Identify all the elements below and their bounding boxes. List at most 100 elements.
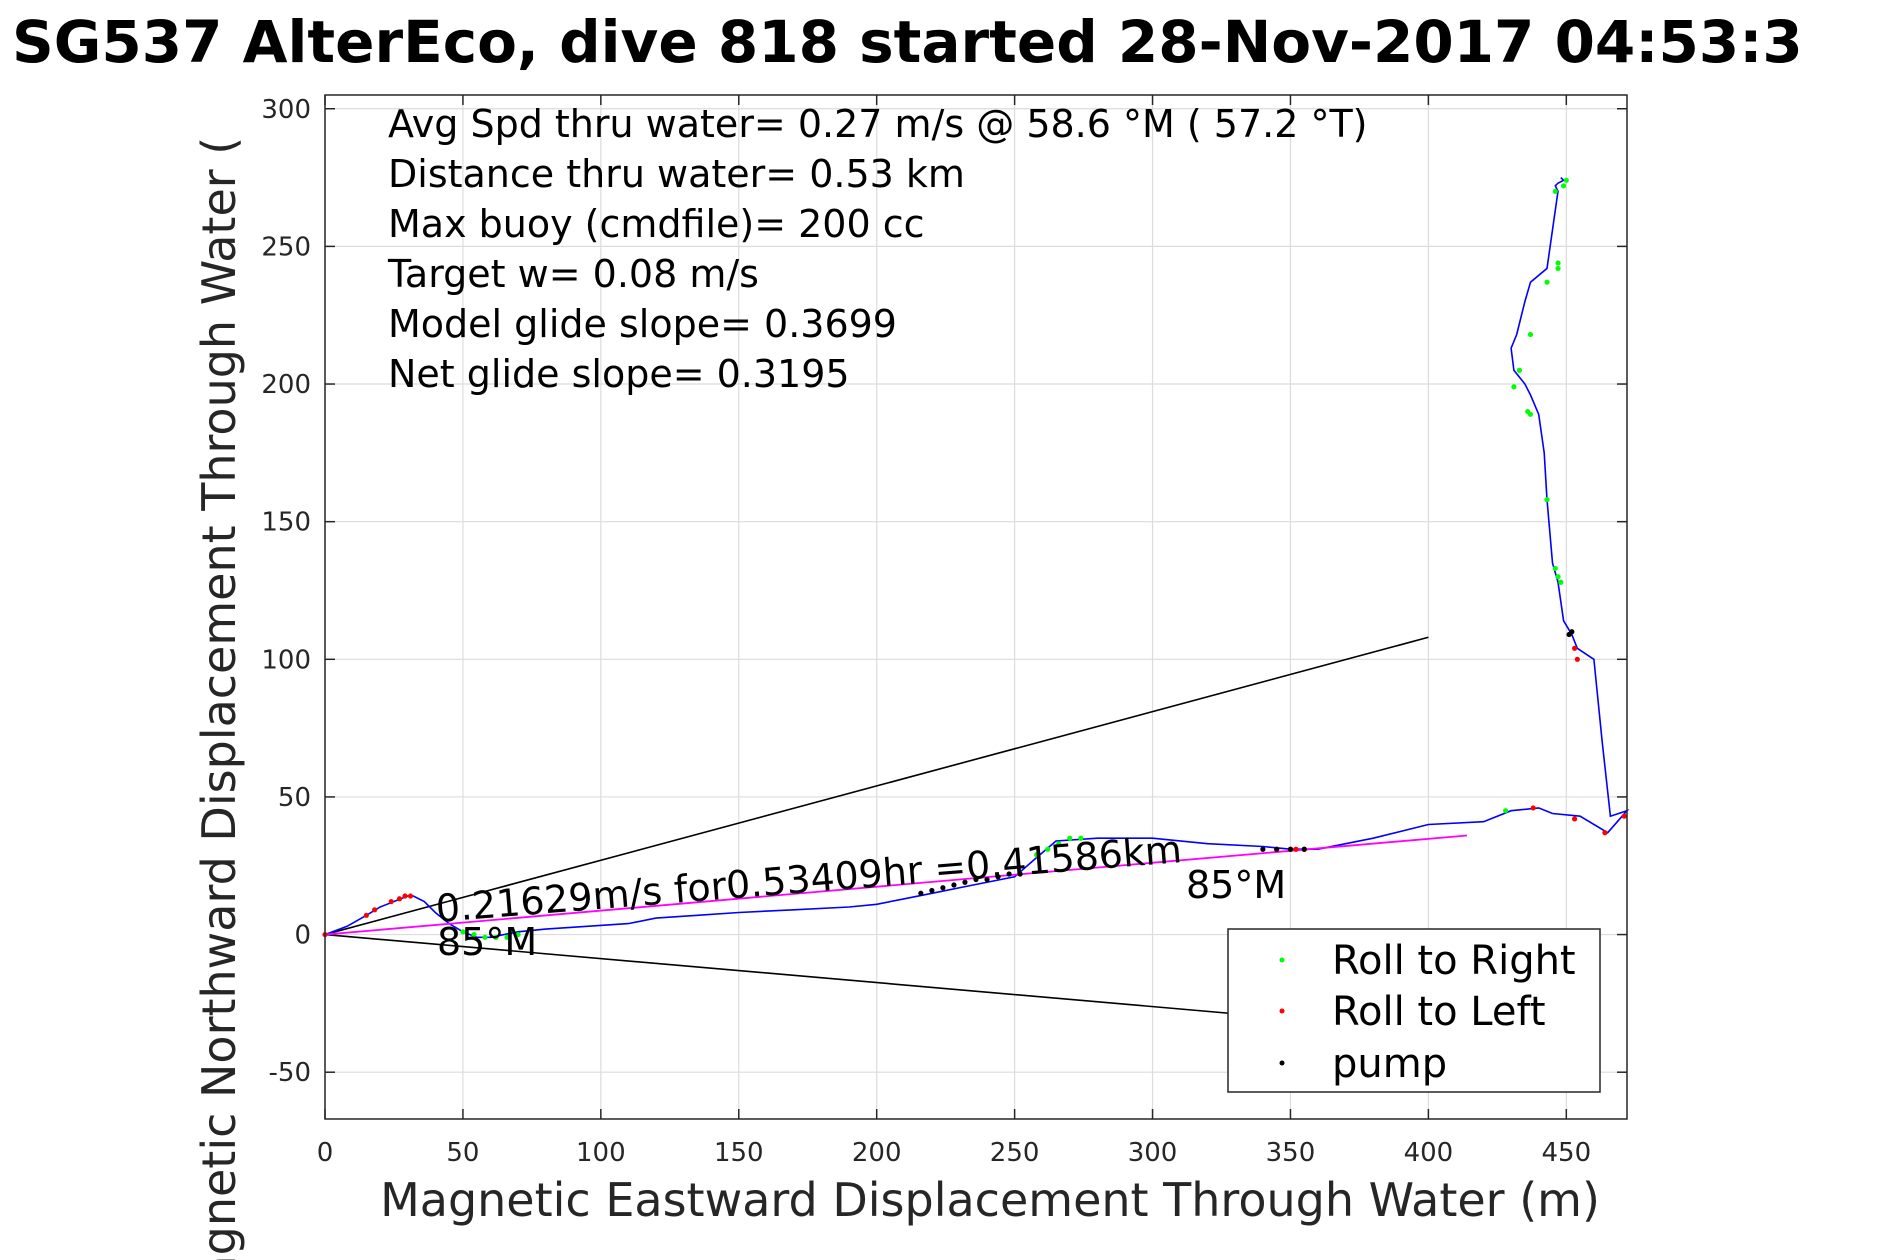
pump-point xyxy=(1287,846,1294,852)
roll-right-point xyxy=(1078,835,1084,841)
roll-right-point xyxy=(1555,260,1561,266)
roll-left-point xyxy=(372,907,378,913)
roll-left-point xyxy=(363,912,369,918)
roll-right-point xyxy=(515,931,521,938)
roll-right-point xyxy=(1563,177,1569,183)
roll-right-point xyxy=(1552,188,1558,194)
roll-right-point xyxy=(1555,265,1561,272)
pump-point xyxy=(951,882,957,888)
roll-right-point xyxy=(482,934,488,940)
roll-right-point xyxy=(1067,835,1073,841)
x-tick-label: 0 xyxy=(317,1138,334,1168)
roll-right-point xyxy=(1555,574,1561,580)
legend-label-pump: pump xyxy=(1332,1041,1447,1087)
x-tick-labels: 0 50 100 150 200 250 300 350 400 450 xyxy=(317,1138,1591,1168)
legend-label-roll-left: Roll to Left xyxy=(1332,989,1546,1035)
legend-marker-roll-right xyxy=(1279,957,1285,963)
roll-right-point xyxy=(1527,331,1534,338)
roll-right-point xyxy=(504,934,510,940)
roll-left-point xyxy=(407,893,414,899)
roll-right-point xyxy=(1516,367,1523,373)
roll-right-point xyxy=(1503,808,1509,814)
roll-left-point xyxy=(388,898,394,905)
reference-line xyxy=(324,933,1274,1018)
y-tick-labels: 300 250 200 150 100 50 0 -50 xyxy=(261,95,311,1088)
x-tick-label: 150 xyxy=(714,1138,764,1168)
x-tick-label: 250 xyxy=(990,1138,1040,1168)
pump-point xyxy=(962,879,968,885)
legend-marker-pump xyxy=(1279,1060,1285,1066)
y-tick-label: 100 xyxy=(261,645,311,675)
roll-left-point xyxy=(1530,805,1536,811)
y-tick-label: 0 xyxy=(294,921,311,951)
x-tick-label: 50 xyxy=(446,1138,479,1168)
pump-point xyxy=(995,874,1001,880)
reference-line xyxy=(324,636,1429,936)
pump-point xyxy=(1260,846,1266,852)
legend-marker-roll-left xyxy=(1279,1008,1285,1014)
stats-annotations: Avg Spd thru water= 0.27 m/s @ 58.6 °M (… xyxy=(387,102,1368,396)
y-tick-label: 300 xyxy=(261,95,311,125)
roll-right-point xyxy=(471,931,477,938)
annotation-model-glide: Model glide slope= 0.3699 xyxy=(388,302,897,346)
roll-left-point xyxy=(1571,645,1578,651)
x-tick-label: 400 xyxy=(1404,1138,1454,1168)
legend: Roll to Right Roll to Left pump xyxy=(1227,928,1601,1093)
roll-right-point xyxy=(1544,279,1550,285)
pump-point xyxy=(1006,871,1012,877)
annotation-avg-speed: Avg Spd thru water= 0.27 m/s @ 58.6 °M (… xyxy=(388,102,1368,146)
annotation-net-glide: Net glide slope= 0.3195 xyxy=(388,352,850,396)
pump-point xyxy=(1274,846,1280,852)
roll-right-point xyxy=(1560,183,1567,189)
series-layer xyxy=(322,177,1630,940)
x-tick-label: 450 xyxy=(1541,1138,1591,1168)
heading-label-end: 85°M xyxy=(1186,863,1286,907)
reference-lines xyxy=(324,636,1429,1018)
chart-title: SG537 AlterEco, dive 818 started 28-Nov-… xyxy=(12,8,1803,76)
roll-left-point xyxy=(1602,830,1608,836)
roll-right-point xyxy=(1544,497,1550,503)
roll-right-point xyxy=(1552,565,1558,572)
roll-right-point xyxy=(1034,852,1040,858)
x-axis-label: Magnetic Eastward Displacement Through W… xyxy=(380,1173,1600,1227)
pump-point xyxy=(1569,629,1575,635)
pump-point xyxy=(1301,846,1307,852)
pump-point xyxy=(929,887,935,894)
pump-point xyxy=(940,885,946,891)
y-tick-label: -50 xyxy=(269,1058,311,1088)
roll-right-point xyxy=(460,929,466,935)
roll-left-point xyxy=(1571,816,1578,822)
roll-right-point xyxy=(1056,841,1062,847)
pump-point xyxy=(973,876,979,883)
y-tick-label: 250 xyxy=(261,232,311,262)
legend-label-roll-right: Roll to Right xyxy=(1332,938,1576,984)
x-tick-label: 100 xyxy=(576,1138,626,1168)
roll-right-point xyxy=(1558,579,1564,585)
plot-frame xyxy=(324,94,1628,1120)
grid xyxy=(324,95,1627,1119)
x-tick-label: 200 xyxy=(852,1138,902,1168)
annotation-target-w: Target w= 0.08 m/s xyxy=(387,252,759,296)
x-tick-label: 300 xyxy=(1128,1138,1178,1168)
y-tick-label: 200 xyxy=(261,370,311,400)
y-tick-label: 150 xyxy=(261,508,311,538)
roll-left-point xyxy=(1293,846,1299,852)
annotation-distance: Distance thru water= 0.53 km xyxy=(388,152,965,196)
annotation-max-buoy: Max buoy (cmdfile)= 200 cc xyxy=(388,202,925,246)
pump-point xyxy=(918,890,924,896)
roll-right-point xyxy=(1527,411,1534,417)
pump-point xyxy=(1017,871,1023,877)
plot-area xyxy=(322,94,1630,1120)
y-tick-label: 50 xyxy=(278,783,311,813)
roll-right-point xyxy=(1045,846,1051,852)
y-axis-label: Magnetic Northward Displacement Through … xyxy=(192,137,246,1260)
roll-left-point xyxy=(1621,813,1627,819)
roll-right-point xyxy=(1511,384,1517,390)
current-vector-line xyxy=(324,834,1468,936)
roll-left-point xyxy=(396,896,403,902)
roll-left-point xyxy=(402,893,408,899)
heading-label-start: 85°M xyxy=(437,920,537,964)
x-tick-label: 350 xyxy=(1266,1138,1316,1168)
pump-point xyxy=(984,876,990,883)
